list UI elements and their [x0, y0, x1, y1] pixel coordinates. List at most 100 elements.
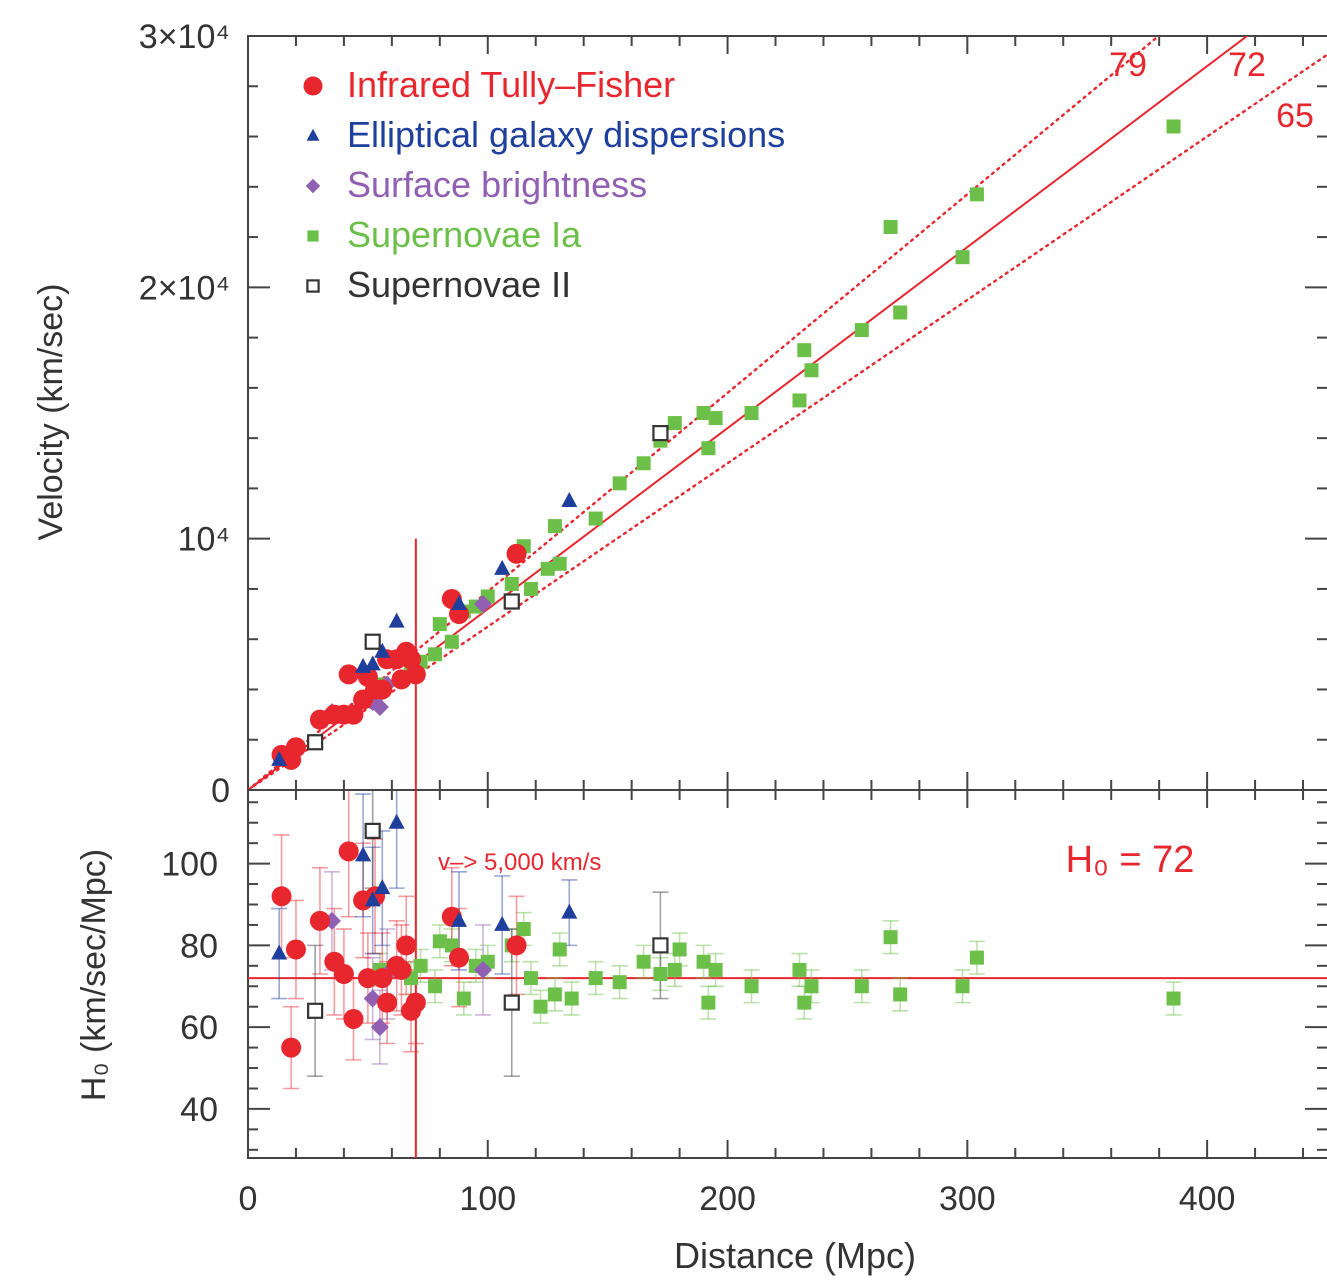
data-point	[797, 343, 812, 358]
data-point	[405, 992, 426, 1013]
x-tick-label: 0	[239, 1180, 258, 1218]
x-tick-label: 200	[699, 1180, 756, 1218]
data-point	[552, 942, 567, 957]
data-point	[561, 491, 578, 507]
data-point	[636, 954, 651, 969]
data-point	[506, 543, 527, 564]
legend-marker	[306, 279, 320, 293]
data-point	[364, 822, 381, 839]
data-point	[636, 456, 651, 471]
data-point	[696, 406, 711, 420]
data-point	[533, 999, 548, 1014]
top-y-tick-label: 2×10⁴	[139, 269, 230, 307]
data-point	[701, 441, 716, 456]
data-point	[281, 1037, 302, 1058]
data-point	[564, 991, 579, 1006]
data-point	[503, 593, 520, 610]
data-point	[744, 979, 759, 994]
data-point	[473, 595, 492, 614]
hubble-line-label-65: 65	[1276, 97, 1314, 135]
data-point	[612, 975, 627, 990]
data-point	[364, 655, 381, 671]
hubble-line-label-79: 79	[1109, 46, 1147, 84]
data-point	[391, 959, 412, 980]
data-point	[372, 968, 393, 989]
hubble-line-79	[248, 36, 1161, 790]
legend-label: Elliptical galaxy dispersions	[347, 114, 785, 155]
bottom-clipped	[248, 790, 1327, 1158]
data-point	[364, 633, 381, 650]
data-point	[792, 962, 807, 977]
data-point	[667, 962, 682, 977]
data-point	[516, 922, 531, 937]
data-point	[451, 595, 468, 611]
data-point	[804, 363, 819, 378]
data-point	[701, 995, 716, 1010]
data-point	[372, 679, 393, 700]
data-point	[432, 934, 447, 949]
data-point	[797, 995, 812, 1010]
data-point	[428, 647, 443, 662]
data-point	[338, 664, 359, 685]
top-y-tick-label: 3×10⁴	[139, 18, 230, 56]
data-point	[667, 416, 682, 431]
data-point	[396, 935, 417, 956]
data-point	[523, 971, 538, 986]
data-point	[370, 698, 389, 717]
data-point	[388, 813, 405, 829]
data-point	[494, 915, 511, 931]
legend-label: Supernovae II	[347, 264, 571, 305]
x-tick-label: 300	[939, 1180, 996, 1218]
y-axis-label-velocity: Velocity (km/sec)	[32, 284, 70, 541]
data-point	[883, 930, 898, 945]
data-point	[893, 987, 908, 1002]
data-point	[364, 891, 381, 907]
data-point	[744, 406, 759, 420]
data-point	[307, 1002, 324, 1019]
data-point	[969, 187, 984, 202]
y-axis-label-h0: H₀ (km/sec/Mpc)	[75, 849, 113, 1101]
x-tick-label: 100	[459, 1180, 516, 1218]
data-point	[1166, 991, 1181, 1006]
data-point	[370, 1018, 389, 1037]
legend-label: Surface brightness	[347, 164, 647, 205]
data-point	[473, 960, 492, 979]
hubble-line-label-72: 72	[1228, 46, 1266, 84]
legend-label: Supernovae Ia	[347, 214, 582, 255]
data-point	[355, 846, 372, 862]
bottom-y-tick-label: 60	[180, 1009, 218, 1047]
data-point	[804, 979, 819, 994]
data-point	[652, 425, 669, 442]
bottom-y-tick-label: 100	[161, 846, 218, 884]
data-point	[413, 958, 428, 973]
data-point	[612, 476, 627, 491]
data-point	[696, 954, 711, 969]
data-point	[343, 704, 364, 725]
legend-marker	[303, 76, 323, 96]
data-point	[444, 634, 459, 649]
legend-label: Infrared Tully–Fisher	[347, 64, 675, 105]
data-point	[377, 992, 398, 1013]
legend-marker	[305, 178, 321, 194]
data-point	[883, 220, 898, 235]
data-point	[672, 942, 687, 957]
bottom-y-tick-label: 40	[180, 1091, 218, 1129]
data-point	[271, 944, 288, 960]
data-point	[653, 967, 668, 981]
data-point	[708, 962, 723, 977]
data-point	[338, 841, 359, 862]
data-point	[708, 411, 723, 426]
h0-value-annotation: H₀ = 72	[1066, 839, 1195, 881]
hubble-constant-panel: 40 60 80 100 0 100 200 300 400 v–> 5,000 km/s H₀ =…	[161, 789, 1327, 1218]
bottom-plot-frame	[247, 789, 1327, 1159]
top-y-tick-label: 0	[211, 772, 230, 810]
data-point	[503, 994, 520, 1011]
hubble-line-65	[248, 53, 1327, 790]
data-point	[401, 649, 422, 670]
data-point	[547, 519, 562, 534]
data-point	[552, 556, 567, 571]
velocity-cut-annotation: v–> 5,000 km/s	[438, 849, 601, 876]
data-point	[343, 1008, 364, 1029]
data-point	[405, 664, 426, 685]
